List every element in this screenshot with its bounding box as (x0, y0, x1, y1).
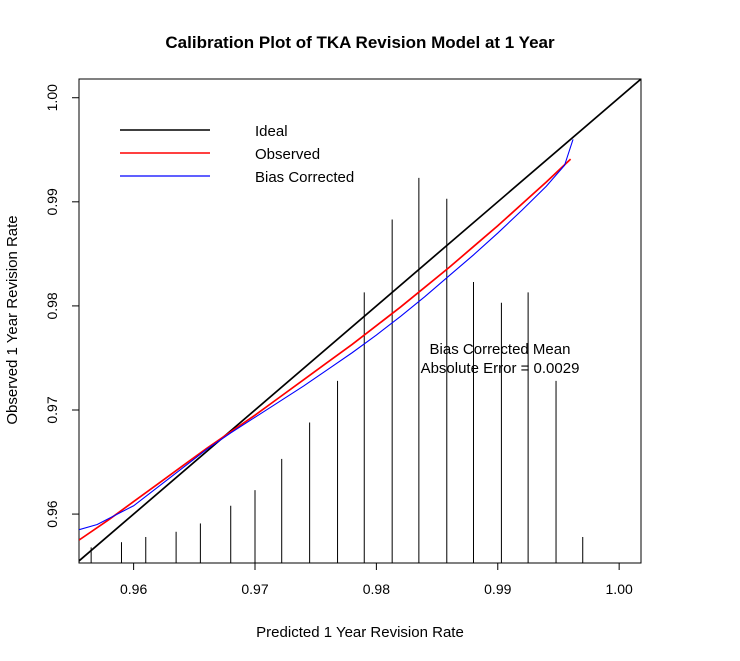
x-tick-label: 1.00 (606, 581, 633, 597)
legend-label-observed: Observed (255, 146, 320, 163)
y-tick-label: 1.00 (44, 84, 60, 111)
x-tick-label: 0.97 (241, 581, 268, 597)
chart-title: Calibration Plot of TKA Revision Model a… (165, 33, 555, 52)
y-tick-label: 0.96 (44, 500, 60, 527)
bias-corrected-line (79, 139, 574, 531)
legend: Ideal Observed Bias Corrected (120, 123, 354, 186)
annotation-line-2: Absolute Error = 0.0029 (421, 360, 580, 377)
plot-frame (78, 78, 642, 564)
y-tick-label: 0.99 (44, 188, 60, 215)
x-axis: 0.96 0.97 0.98 0.99 1.00 (120, 563, 633, 597)
ideal-line (79, 79, 641, 562)
legend-label-bias-corrected: Bias Corrected (255, 169, 354, 186)
x-tick-label: 0.96 (120, 581, 147, 597)
y-tick-label: 0.97 (44, 396, 60, 423)
x-axis-label: Predicted 1 Year Revision Rate (256, 624, 464, 641)
observed-line (79, 158, 572, 541)
legend-label-ideal: Ideal (255, 123, 288, 140)
y-axis-label: Observed 1 Year Revision Rate (4, 215, 21, 424)
y-tick-label: 0.98 (44, 292, 60, 319)
annotation-line-1: Bias Corrected Mean (430, 341, 571, 358)
y-axis: 0.96 0.97 0.98 0.99 1.00 (44, 84, 79, 528)
x-tick-label: 0.98 (363, 581, 390, 597)
x-tick-label: 0.99 (484, 581, 511, 597)
plot-area (78, 78, 642, 564)
